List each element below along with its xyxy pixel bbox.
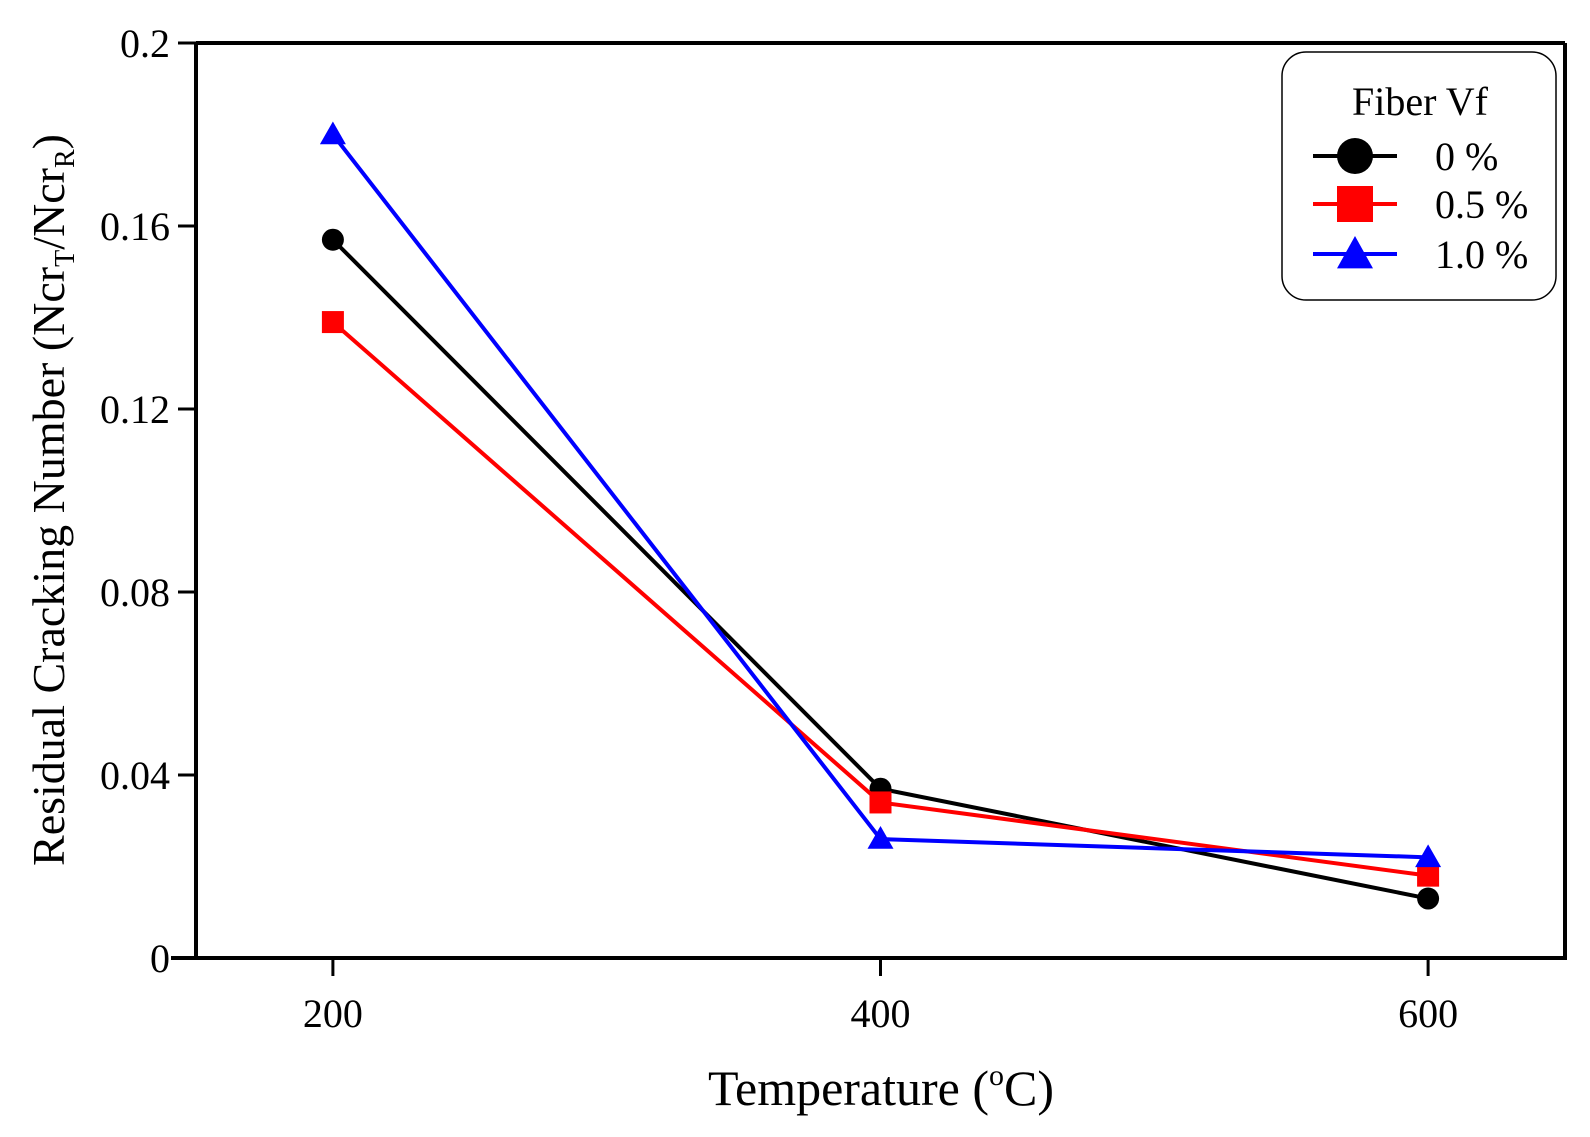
- y-label-prefix: Residual Cracking Number (Ncr: [23, 267, 74, 866]
- x-tick-label: 600: [1398, 991, 1458, 1036]
- y-label-sub-t: T: [50, 250, 81, 267]
- y-tick-label: 0.12: [100, 387, 170, 432]
- x-tick-label: 400: [851, 991, 911, 1036]
- legend-label: 1.0 %: [1435, 232, 1528, 277]
- data-point-square: [1417, 864, 1440, 887]
- y-label-suffix: ): [23, 134, 74, 149]
- y-ticks: 0 0.04 0.08 0.12 0.16 0.2: [100, 21, 196, 981]
- legend-marker-square: [1337, 186, 1373, 222]
- x-tick-label: 200: [303, 991, 363, 1036]
- legend-item: 0.5 %: [1313, 182, 1528, 227]
- legend-label: 0 %: [1435, 134, 1498, 179]
- data-point-triangle: [319, 121, 346, 145]
- x-label-unit: C: [1004, 1060, 1037, 1116]
- y-tick-label: 0.2: [120, 21, 170, 66]
- legend-items: 0 %0.5 % 1.0 %: [1313, 134, 1528, 277]
- x-label-open-paren: (: [960, 1060, 989, 1116]
- series-triangle: [319, 121, 1442, 868]
- legend: Fiber Vf 0 %0.5 % 1.0 %: [1281, 51, 1557, 301]
- series-line: [331, 133, 1429, 860]
- series-layer: [319, 121, 1442, 910]
- y-tick-label: 0.08: [100, 570, 170, 615]
- legend-item: 1.0 %: [1313, 232, 1528, 277]
- data-point-square: [321, 311, 344, 334]
- x-label-close-paren: ): [1037, 1060, 1054, 1116]
- data-point-square: [869, 791, 892, 814]
- y-label-sub-r: R: [50, 149, 81, 168]
- y-tick-label: 0.16: [100, 204, 170, 249]
- legend-item: 0 %: [1313, 134, 1498, 179]
- y-label-mid: /Ncr: [23, 168, 74, 250]
- data-point-triangle: [867, 826, 894, 849]
- y-tick-label: 0: [150, 936, 170, 981]
- axes: [171, 41, 1567, 960]
- data-point-circle: [321, 228, 344, 251]
- legend-box: [1281, 51, 1557, 301]
- x-label-degree: o: [989, 1059, 1004, 1092]
- y-tick-label: 0.04: [100, 753, 170, 798]
- x-label-text: Temperature: [708, 1060, 960, 1116]
- series-circle: [321, 228, 1440, 910]
- data-point-circle: [1417, 887, 1440, 910]
- legend-label: 0.5 %: [1435, 182, 1528, 227]
- x-axis-label: Temperature (oC): [708, 1059, 1054, 1116]
- x-ticks: 200 400 600: [303, 958, 1458, 1036]
- legend-title: Fiber Vf: [1352, 79, 1489, 124]
- y-axis-label: Residual Cracking Number (NcrT/NcrR): [23, 134, 81, 866]
- legend-marker-triangle: [1337, 236, 1373, 269]
- data-point-triangle: [1415, 844, 1442, 868]
- legend-marker-circle: [1337, 138, 1373, 174]
